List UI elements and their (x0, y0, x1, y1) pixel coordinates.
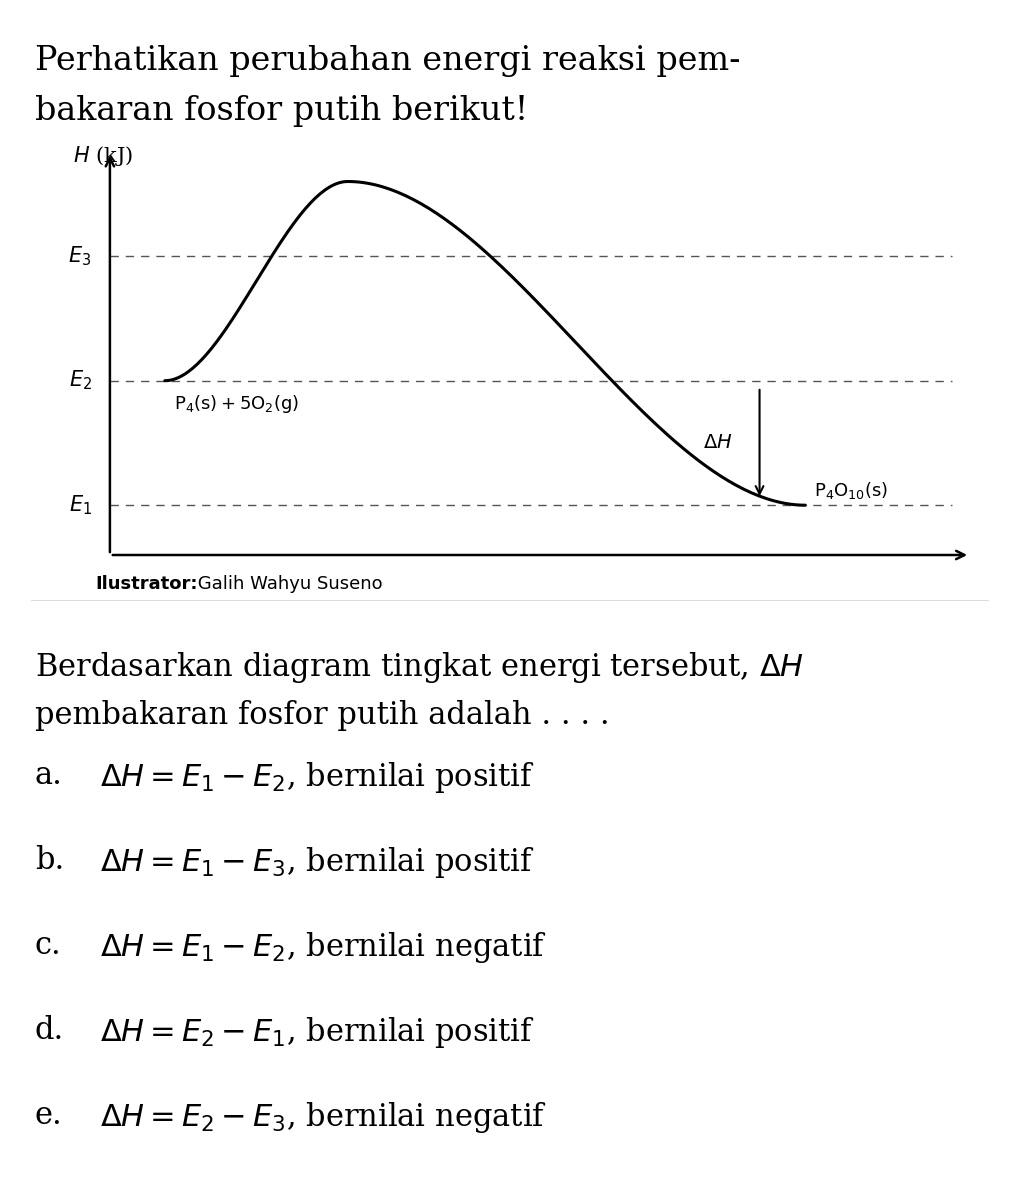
Text: bakaran fosfor putih berikut!: bakaran fosfor putih berikut! (35, 95, 528, 127)
Text: $E_2$: $E_2$ (68, 369, 92, 393)
Text: $\Delta H$: $\Delta H$ (703, 434, 732, 452)
Text: $\mathrm{P_4(s) + 5O_2(g)}$: $\mathrm{P_4(s) + 5O_2(g)}$ (174, 393, 300, 416)
Text: pembakaran fosfor putih adalah . . . .: pembakaran fosfor putih adalah . . . . (35, 700, 609, 731)
Text: $E_3$: $E_3$ (68, 244, 92, 268)
Text: Galih Wahyu Suseno: Galih Wahyu Suseno (192, 575, 382, 593)
Text: a.: a. (35, 760, 63, 791)
Text: Perhatikan perubahan energi reaksi pem-: Perhatikan perubahan energi reaksi pem- (35, 46, 741, 77)
Text: c.: c. (35, 930, 62, 961)
Text: $\Delta H = E_2 - E_3$, bernilai negatif: $\Delta H = E_2 - E_3$, bernilai negatif (100, 1100, 547, 1135)
Text: $\Delta H = E_2 - E_1$, bernilai positif: $\Delta H = E_2 - E_1$, bernilai positif (100, 1015, 535, 1049)
Text: Berdasarkan diagram tingkat energi tersebut, $\Delta H$: Berdasarkan diagram tingkat energi terse… (35, 651, 804, 685)
Text: $\mathrm{P_4O_{10}(s)}$: $\mathrm{P_4O_{10}(s)}$ (814, 480, 889, 501)
Text: $\Delta H = E_1 - E_2$, bernilai positif: $\Delta H = E_1 - E_2$, bernilai positif (100, 760, 535, 795)
Text: $\Delta H = E_1 - E_3$, bernilai positif: $\Delta H = E_1 - E_3$, bernilai positif (100, 845, 535, 881)
Text: b.: b. (35, 845, 64, 876)
Text: e.: e. (35, 1100, 63, 1131)
Text: Ilustrator:: Ilustrator: (95, 575, 198, 593)
Text: $H$ (kJ): $H$ (kJ) (73, 144, 133, 168)
Text: d.: d. (35, 1015, 64, 1046)
Text: $\Delta H = E_1 - E_2$, bernilai negatif: $\Delta H = E_1 - E_2$, bernilai negatif (100, 930, 547, 966)
Text: $E_1$: $E_1$ (68, 494, 92, 518)
